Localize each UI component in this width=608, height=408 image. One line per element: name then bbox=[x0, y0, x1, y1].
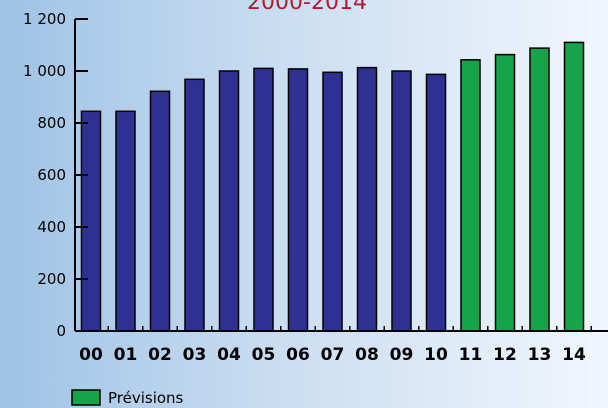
legend-swatch-previsions bbox=[71, 389, 101, 406]
x-tick-label-06: 06 bbox=[286, 345, 310, 365]
bar-10 bbox=[425, 73, 447, 332]
bar-02 bbox=[149, 90, 171, 332]
x-tick-label-14: 14 bbox=[562, 345, 586, 365]
bar-09 bbox=[391, 70, 412, 332]
x-tick-label-08: 08 bbox=[355, 345, 379, 365]
bar-11 bbox=[460, 59, 481, 332]
plot-area: 0 200 400 600 800 1 000 1 200 00 01 02 03 04 05 06 07 0… bbox=[23, 10, 608, 365]
x-tick-label-03: 03 bbox=[183, 345, 207, 365]
y-tick-label-0: 0 bbox=[56, 322, 66, 340]
bar-01 bbox=[115, 110, 136, 332]
x-tick-label-09: 09 bbox=[390, 345, 414, 365]
bar-14 bbox=[563, 41, 585, 332]
legend: Prévisions bbox=[71, 389, 184, 407]
y-tick-label-800: 800 bbox=[37, 114, 66, 132]
bar-00 bbox=[80, 110, 102, 332]
bar-12 bbox=[494, 53, 516, 332]
y-tick-label-200: 200 bbox=[37, 270, 66, 288]
x-tick-label-05: 05 bbox=[252, 345, 276, 365]
x-tick-label-10: 10 bbox=[424, 345, 448, 365]
y-tick-label-1200: 1 200 bbox=[23, 10, 66, 28]
y-tick-label-400: 400 bbox=[37, 218, 66, 236]
legend-label-previsions: Prévisions bbox=[108, 389, 184, 407]
x-tick-label-13: 13 bbox=[528, 345, 552, 365]
bar-07 bbox=[322, 71, 343, 332]
bar-03 bbox=[184, 78, 205, 332]
x-tick-label-04: 04 bbox=[217, 345, 241, 365]
x-tick-label-12: 12 bbox=[493, 345, 517, 365]
x-tick-label-00: 00 bbox=[79, 345, 103, 365]
y-tick-label-1000: 1 000 bbox=[23, 62, 66, 80]
x-tick-label-01: 01 bbox=[114, 345, 138, 365]
chart-title: 2000-2014 bbox=[247, 0, 367, 15]
x-tick-label-11: 11 bbox=[459, 345, 483, 365]
bar-08 bbox=[356, 66, 378, 332]
bar-06 bbox=[287, 68, 309, 332]
y-tick-label-600: 600 bbox=[37, 166, 66, 184]
x-tick-label-02: 02 bbox=[148, 345, 172, 365]
bar-05 bbox=[253, 67, 274, 332]
x-tick-label-07: 07 bbox=[321, 345, 345, 365]
bar-04 bbox=[218, 70, 240, 332]
bar-13 bbox=[529, 47, 550, 332]
